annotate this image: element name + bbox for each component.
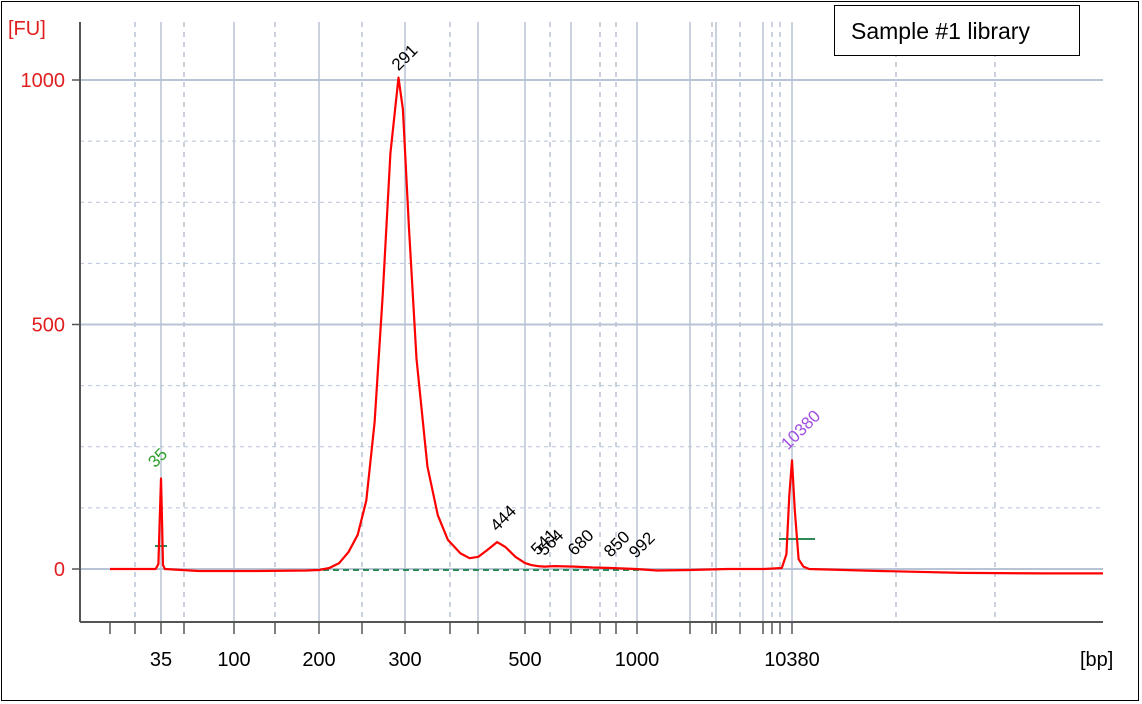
x-tick-label: 10380 (764, 649, 820, 671)
x-tick-label: 300 (388, 649, 421, 671)
peak-label: 35 (144, 445, 171, 472)
x-tick-label: 500 (508, 649, 541, 671)
y-tick-label: 1000 (21, 70, 66, 92)
x-unit-label: [bp] (1080, 649, 1113, 671)
electropherogram-trace (110, 76, 1103, 575)
x-tick-label: 100 (217, 649, 250, 671)
y-tick-label: 500 (32, 315, 65, 337)
peak-label: 680 (564, 526, 597, 559)
x-tick-label: 1000 (615, 649, 660, 671)
x-tick-label: 35 (150, 649, 172, 671)
peak-label: 444 (486, 501, 519, 534)
chart-title: Sample #1 library (851, 18, 1030, 44)
peak-label: 992 (625, 528, 658, 561)
y-unit-label: [FU] (8, 18, 46, 40)
peak-label: 291 (388, 41, 421, 74)
sample-title-box: Sample #1 library (834, 5, 1080, 56)
y-tick-label: 0 (54, 559, 65, 581)
x-tick-label: 200 (302, 649, 335, 671)
peak-label: 10380 (777, 406, 824, 453)
